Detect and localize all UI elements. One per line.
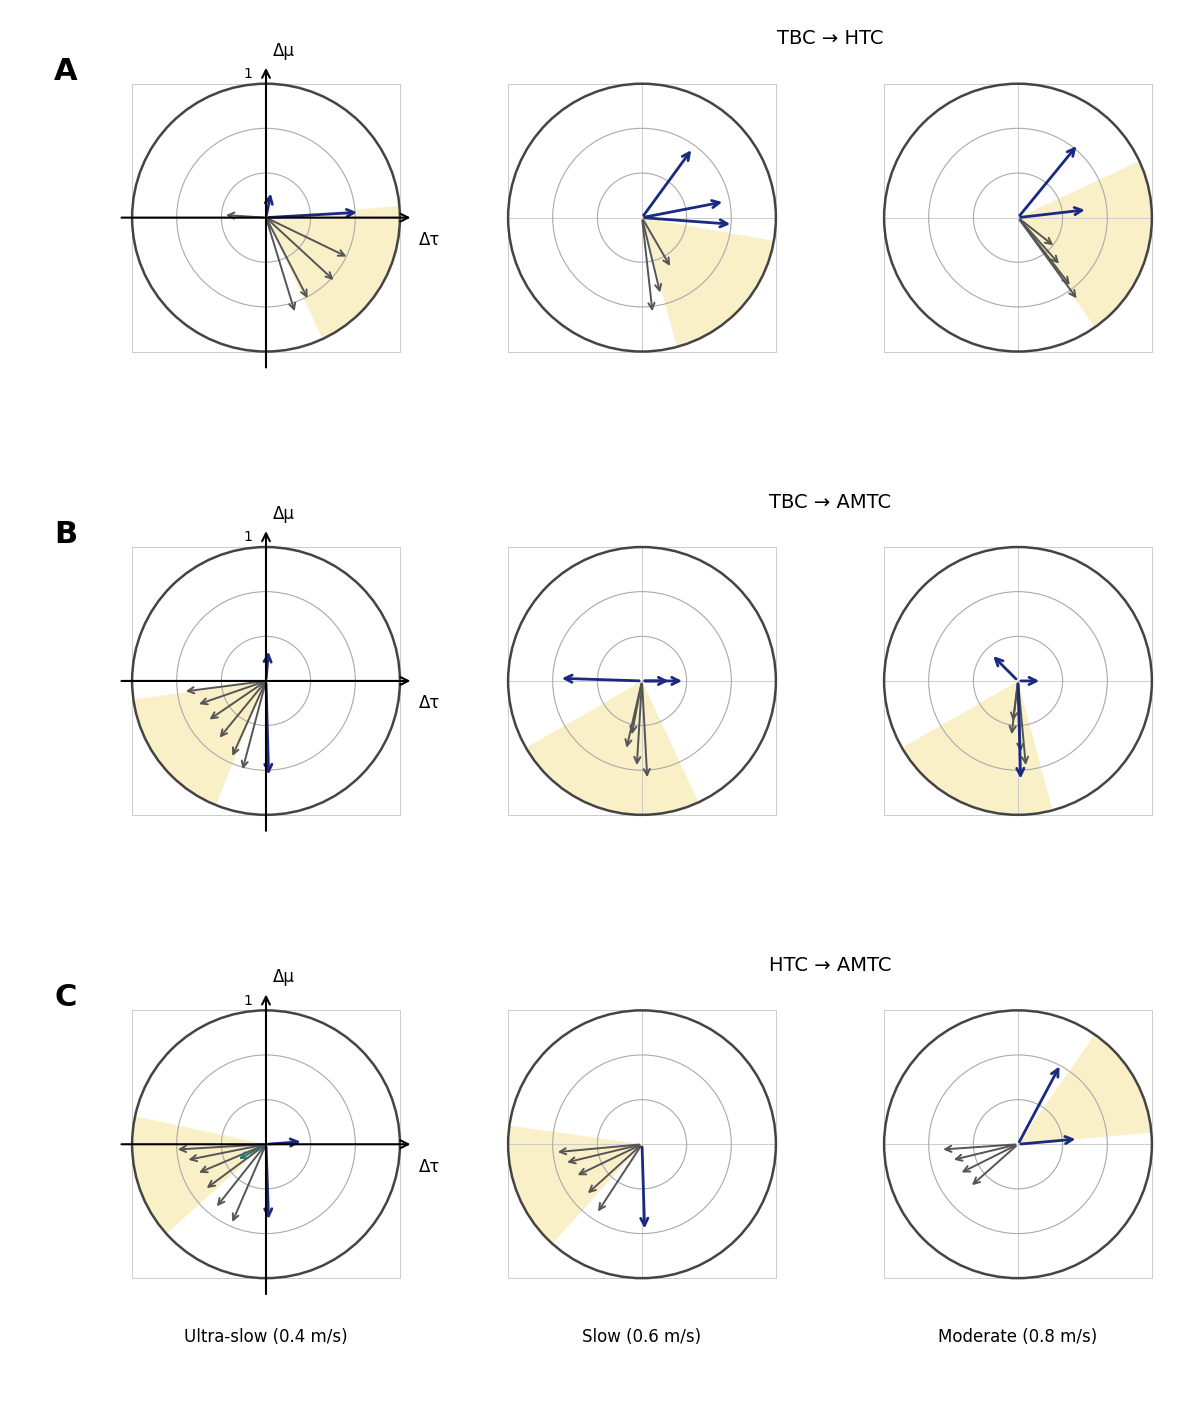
Text: 1: 1 xyxy=(244,994,253,1008)
Wedge shape xyxy=(266,206,400,338)
Wedge shape xyxy=(132,1116,266,1234)
Text: Δτ: Δτ xyxy=(419,1158,440,1175)
Wedge shape xyxy=(526,681,698,814)
Text: TBC → AMTC: TBC → AMTC xyxy=(769,493,892,511)
Text: Ultra-slow (0.4 m/s): Ultra-slow (0.4 m/s) xyxy=(184,1328,348,1345)
Wedge shape xyxy=(508,1126,642,1244)
Text: Δμ: Δμ xyxy=(272,42,294,59)
Text: HTC → AMTC: HTC → AMTC xyxy=(769,956,892,974)
Wedge shape xyxy=(642,218,774,347)
Text: A: A xyxy=(54,56,78,86)
Text: 1: 1 xyxy=(244,67,253,81)
Wedge shape xyxy=(133,681,266,804)
Text: B: B xyxy=(54,519,77,549)
Text: Δτ: Δτ xyxy=(419,232,440,249)
Text: Δμ: Δμ xyxy=(272,505,294,522)
Wedge shape xyxy=(902,681,1052,814)
Wedge shape xyxy=(1018,161,1152,327)
Text: 1: 1 xyxy=(244,531,253,545)
Text: Slow (0.6 m/s): Slow (0.6 m/s) xyxy=(582,1328,702,1345)
Text: Moderate (0.8 m/s): Moderate (0.8 m/s) xyxy=(938,1328,1098,1345)
Text: Δμ: Δμ xyxy=(272,969,294,986)
Text: C: C xyxy=(54,983,77,1012)
Text: Δτ: Δτ xyxy=(419,695,440,712)
Wedge shape xyxy=(1018,1035,1151,1144)
Text: TBC → HTC: TBC → HTC xyxy=(776,29,883,48)
